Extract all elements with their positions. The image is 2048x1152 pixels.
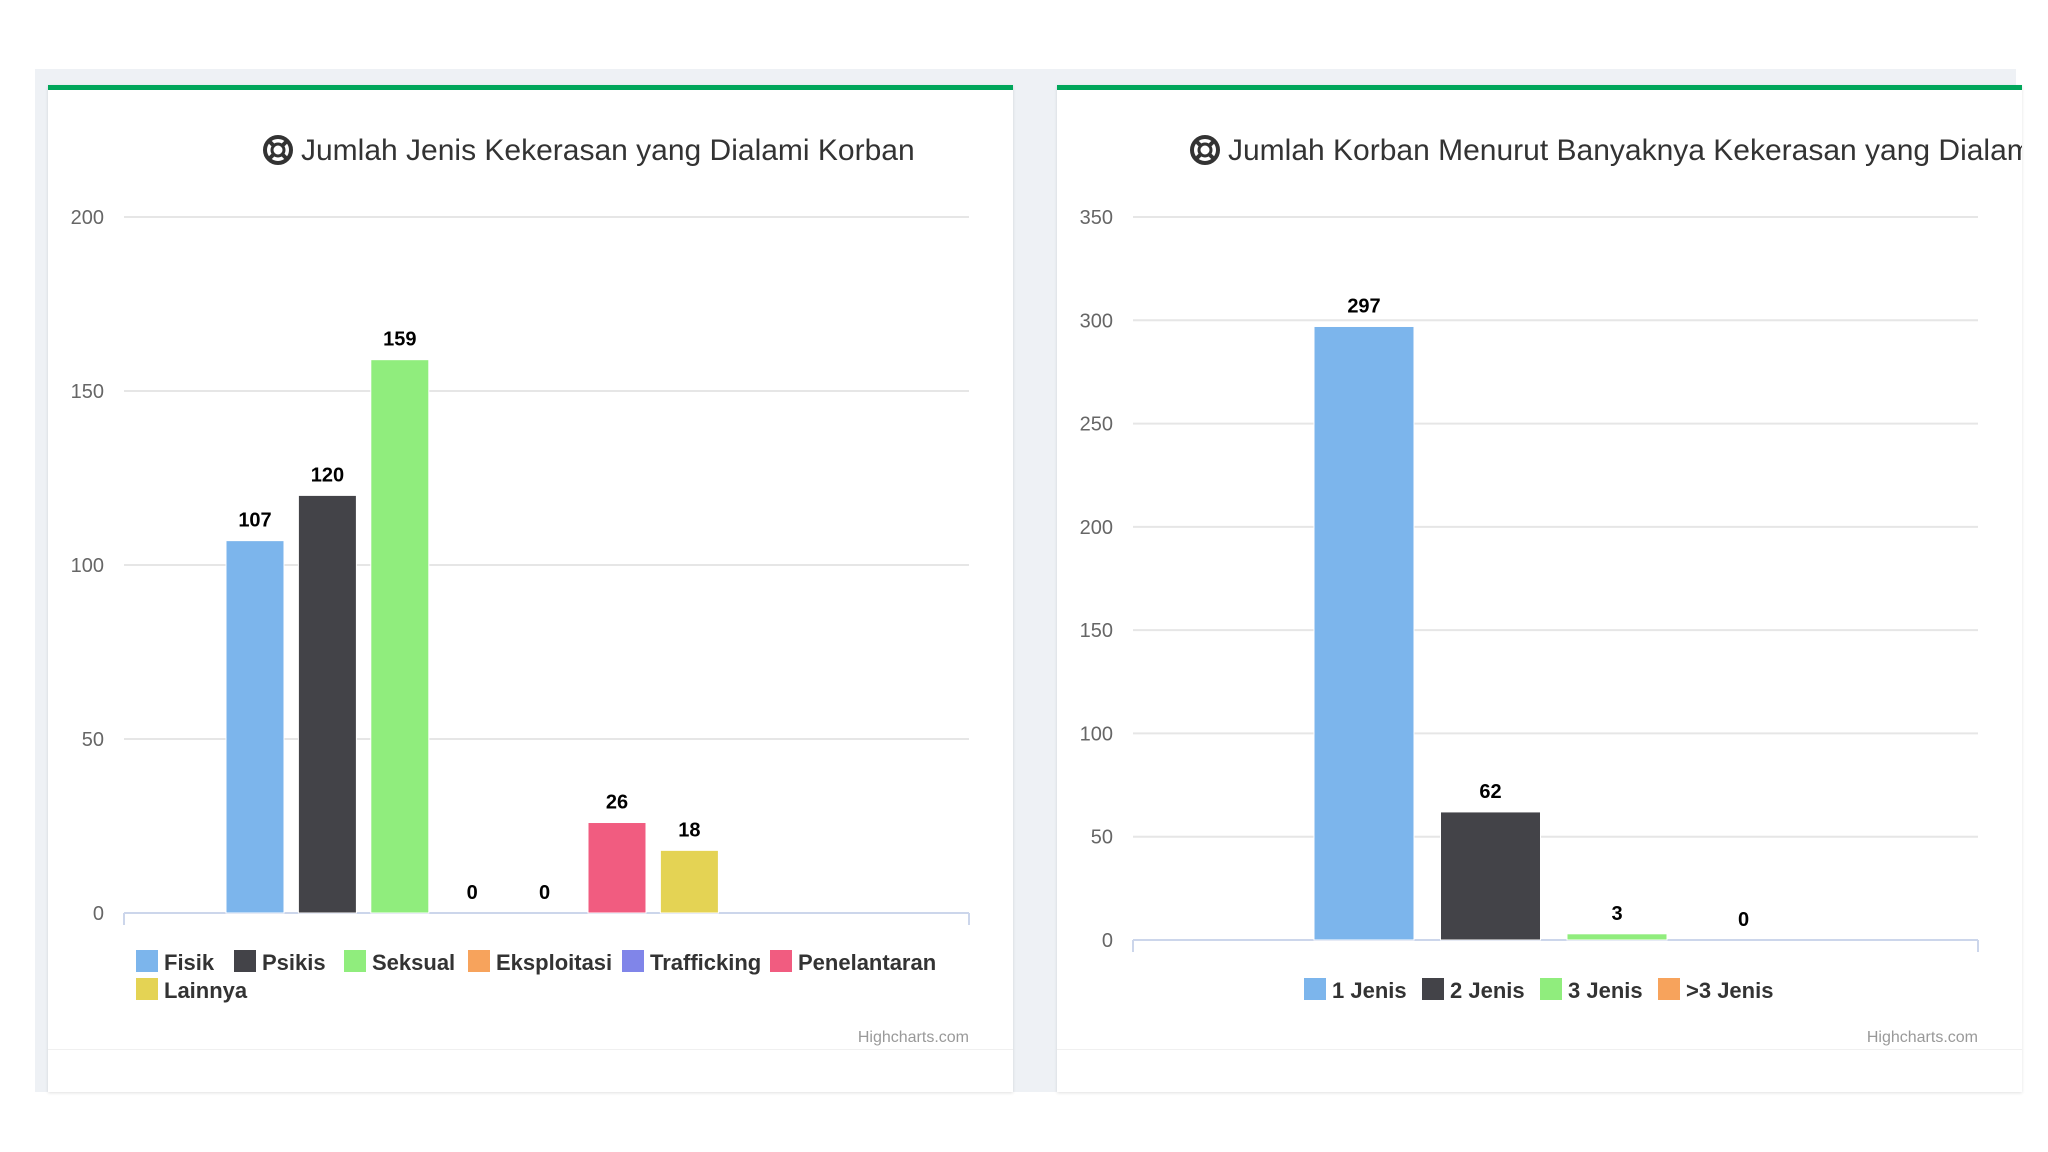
legend-item-trafficking[interactable]: Trafficking bbox=[622, 950, 761, 975]
y-tick-label: 50 bbox=[1091, 827, 1113, 849]
bar-2-jenis[interactable] bbox=[1440, 811, 1541, 941]
data-label: 107 bbox=[238, 510, 271, 532]
bar-3-jenis[interactable] bbox=[1566, 933, 1668, 941]
legend-label: 2 Jenis bbox=[1450, 978, 1525, 1003]
data-label: 159 bbox=[383, 329, 416, 351]
legend-label: Lainnya bbox=[164, 978, 248, 1003]
legend-label: Penelantaran bbox=[798, 950, 936, 975]
legend-label: Eksploitasi bbox=[496, 950, 612, 975]
legend-swatch bbox=[1658, 978, 1680, 1000]
legend-label: Trafficking bbox=[650, 950, 761, 975]
y-tick-label: 0 bbox=[93, 903, 104, 925]
legend-item-seksual[interactable]: Seksual bbox=[344, 950, 455, 975]
data-label: 26 bbox=[606, 792, 628, 814]
chart-title: Jumlah Jenis Kekerasan yang Dialami Korb… bbox=[301, 134, 915, 167]
y-tick-label: 300 bbox=[1080, 310, 1113, 332]
legend-swatch bbox=[1304, 978, 1326, 1000]
legend-label: Seksual bbox=[372, 950, 455, 975]
chart-panel-jenis-kekerasan: Jumlah Jenis Kekerasan yang Dialami Korb… bbox=[48, 85, 1013, 1092]
y-tick-label: 200 bbox=[1080, 517, 1113, 539]
life-ring-icon bbox=[1190, 135, 1220, 165]
y-tick-label: 100 bbox=[71, 555, 104, 577]
highcharts-credits[interactable]: Highcharts.com bbox=[1867, 1029, 1978, 1046]
data-label: 297 bbox=[1347, 295, 1380, 317]
legend-label: Psikis bbox=[262, 950, 326, 975]
legend-item-1-jenis[interactable]: 1 Jenis bbox=[1304, 978, 1407, 1003]
legend-swatch bbox=[622, 950, 644, 972]
y-tick-label: 150 bbox=[71, 381, 104, 403]
legend-item--3-jenis[interactable]: >3 Jenis bbox=[1658, 978, 1773, 1003]
data-label: 18 bbox=[678, 819, 700, 841]
legend-swatch bbox=[1540, 978, 1562, 1000]
legend-item-psikis[interactable]: Psikis bbox=[234, 950, 326, 975]
legend-label: 3 Jenis bbox=[1568, 978, 1643, 1003]
panel-footer bbox=[48, 1049, 1013, 1092]
chart-jenis-kekerasan: Jumlah Jenis Kekerasan yang Dialami Korb… bbox=[71, 134, 970, 1046]
y-tick-label: 0 bbox=[1102, 930, 1113, 952]
data-label: 0 bbox=[539, 882, 550, 904]
y-tick-label: 250 bbox=[1080, 414, 1113, 436]
data-label: 120 bbox=[311, 464, 344, 486]
bar-fisik[interactable] bbox=[225, 540, 285, 914]
legend-swatch bbox=[136, 950, 158, 972]
legend-swatch bbox=[468, 950, 490, 972]
legend-label: Fisik bbox=[164, 950, 215, 975]
y-tick-label: 150 bbox=[1080, 620, 1113, 642]
data-label: 0 bbox=[1738, 909, 1749, 931]
y-tick-label: 200 bbox=[71, 207, 104, 229]
bar-lainnya[interactable] bbox=[659, 849, 719, 914]
data-label: 62 bbox=[1479, 781, 1501, 803]
legend-item-lainnya[interactable]: Lainnya bbox=[136, 978, 248, 1003]
y-tick-label: 100 bbox=[1080, 723, 1113, 745]
chart-title-group: Jumlah Jenis Kekerasan yang Dialami Korb… bbox=[263, 134, 915, 167]
legend-swatch bbox=[770, 950, 792, 972]
legend-item-3-jenis[interactable]: 3 Jenis bbox=[1540, 978, 1643, 1003]
life-ring-icon bbox=[263, 135, 293, 165]
legend-swatch bbox=[136, 978, 158, 1000]
chart-banyak-kekerasan: Jumlah Korban Menurut Banyaknya Kekerasa… bbox=[1080, 134, 2022, 1046]
data-label: 3 bbox=[1611, 903, 1622, 925]
legend-label: 1 Jenis bbox=[1332, 978, 1407, 1003]
legend-swatch bbox=[344, 950, 366, 972]
bar-1-jenis[interactable] bbox=[1313, 325, 1415, 941]
legend-item-fisik[interactable]: Fisik bbox=[136, 950, 215, 975]
legend-item-2-jenis[interactable]: 2 Jenis bbox=[1422, 978, 1525, 1003]
chart-title-group: Jumlah Korban Menurut Banyaknya Kekerasa… bbox=[1190, 134, 2022, 167]
y-tick-label: 350 bbox=[1080, 207, 1113, 229]
chart-panel-banyak-kekerasan: Jumlah Korban Menurut Banyaknya Kekerasa… bbox=[1057, 85, 2022, 1092]
panel-footer bbox=[1057, 1049, 2022, 1092]
dashboard-area: Jumlah Jenis Kekerasan yang Dialami Korb… bbox=[35, 69, 2022, 1092]
y-tick-label: 50 bbox=[82, 729, 104, 751]
bar-psikis[interactable] bbox=[297, 494, 357, 914]
legend-item-penelantaran[interactable]: Penelantaran bbox=[770, 950, 936, 975]
bar-seksual[interactable] bbox=[370, 359, 430, 914]
highcharts-credits[interactable]: Highcharts.com bbox=[858, 1029, 969, 1046]
data-label: 0 bbox=[467, 882, 478, 904]
legend-swatch bbox=[234, 950, 256, 972]
legend-swatch bbox=[1422, 978, 1444, 1000]
legend-item-eksploitasi[interactable]: Eksploitasi bbox=[468, 950, 612, 975]
bar-penelantaran[interactable] bbox=[587, 822, 647, 914]
legend-label: >3 Jenis bbox=[1686, 978, 1773, 1003]
chart-title: Jumlah Korban Menurut Banyaknya Kekerasa… bbox=[1228, 134, 2022, 167]
